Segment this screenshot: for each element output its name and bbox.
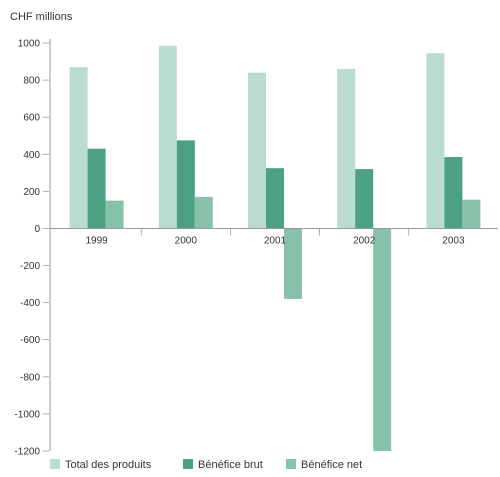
y-tick-label: -1200 — [14, 447, 40, 458]
legend-swatch — [183, 459, 193, 469]
y-tick-label: -600 — [20, 335, 40, 346]
y-axis-title: CHF millions — [10, 11, 73, 23]
bar-2003-2 — [444, 157, 463, 229]
legend-swatch — [50, 459, 60, 469]
legend: Total des produits Bénéfice brut Bénéfice … — [50, 459, 362, 471]
x-tick-label: 2002 — [353, 235, 376, 246]
axes — [49, 39, 498, 451]
y-tick-label: 0 — [34, 224, 40, 235]
legend-label: Total des produits — [65, 459, 152, 471]
bar-2000-2 — [176, 140, 195, 229]
bar-2002-1 — [337, 68, 356, 229]
y-tick-label: -400 — [20, 298, 40, 309]
bar-2001-2 — [266, 168, 284, 229]
bar-2002-3 — [373, 228, 392, 451]
bar-2001-1 — [248, 72, 266, 229]
bar-2000-3 — [194, 196, 213, 229]
y-tick-label: -200 — [20, 261, 40, 272]
y-tick-label: 600 — [23, 113, 40, 124]
y-tick-label: 800 — [23, 76, 40, 87]
bar-2001-3 — [284, 228, 302, 299]
y-tick-label: 200 — [23, 187, 40, 198]
legend-label: Bénéfice net — [301, 459, 362, 471]
x-tick-label: 2001 — [264, 235, 287, 246]
bar-1999-2 — [87, 148, 106, 229]
legend-swatch — [286, 459, 296, 469]
x-axis-ticks: 1999 2000 2001 2002 2003 — [85, 228, 465, 246]
y-tick-label: -800 — [20, 372, 40, 383]
x-tick-label: 2003 — [442, 235, 465, 246]
y-tick-label: 400 — [23, 150, 40, 161]
bar-2003-3 — [462, 199, 481, 229]
legend-label: Bénéfice brut — [198, 459, 263, 471]
bar-2000-1 — [158, 45, 177, 229]
bar-2003-1 — [426, 53, 445, 229]
x-tick-label: 1999 — [85, 235, 108, 246]
bar-1999-1 — [69, 67, 88, 229]
x-tick-label: 2000 — [175, 235, 198, 246]
bar-2002-2 — [355, 169, 374, 229]
bar-1999-3 — [105, 200, 124, 229]
y-axis-ticks: 1000 800 600 400 200 0 -200 -400 -600 -800 -1000 -1… — [14, 39, 49, 458]
y-tick-label: -1000 — [14, 409, 40, 420]
bars — [69, 45, 481, 451]
y-tick-label: 1000 — [18, 39, 41, 50]
